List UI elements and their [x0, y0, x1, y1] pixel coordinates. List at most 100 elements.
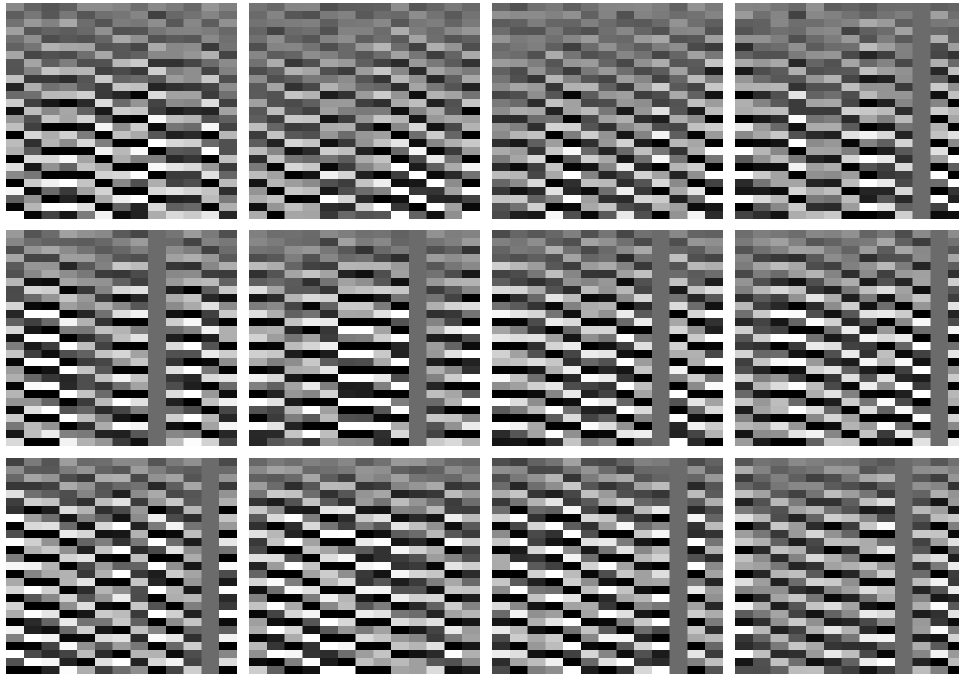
trace-cell	[931, 254, 949, 262]
trace-cell	[634, 474, 652, 482]
trace-cell	[130, 546, 148, 554]
trace-cell	[391, 3, 409, 11]
trace-cell	[705, 530, 723, 538]
trace-cell	[285, 514, 303, 522]
trace-cell	[148, 19, 166, 27]
trace-cell	[528, 11, 546, 19]
trace-cell	[249, 358, 267, 366]
trace-cell	[895, 278, 913, 286]
trace-cell	[581, 514, 599, 522]
trace-cell	[184, 155, 202, 163]
trace-cell	[705, 35, 723, 43]
trace-cell	[842, 67, 860, 75]
trace-cell	[806, 602, 824, 610]
trace-cell	[166, 262, 184, 270]
trace-cell	[113, 115, 131, 123]
trace-cell	[445, 642, 463, 650]
trace-cell	[895, 642, 913, 650]
trace-cell	[148, 230, 166, 238]
trace-cell	[462, 230, 480, 238]
trace-cell	[771, 610, 789, 618]
trace-cell	[148, 466, 166, 474]
trace-cell	[753, 115, 771, 123]
trace-cell	[581, 147, 599, 155]
trace-cell	[338, 546, 356, 554]
trace-cell	[492, 482, 510, 490]
trace-cell	[338, 482, 356, 490]
trace-cell	[806, 310, 824, 318]
trace-cell	[948, 83, 959, 91]
trace-cell	[148, 163, 166, 171]
trace-cell	[616, 171, 634, 179]
trace-cell	[753, 498, 771, 506]
patch	[492, 458, 723, 674]
trace-cell	[824, 83, 842, 91]
trace-cell	[771, 458, 789, 466]
trace-cell	[249, 246, 267, 254]
trace-cell	[931, 554, 949, 562]
trace-cell	[705, 666, 723, 674]
trace-cell	[6, 658, 24, 666]
trace-cell	[670, 626, 688, 634]
trace-cell	[913, 83, 931, 91]
trace-cell	[877, 586, 895, 594]
trace-cell	[563, 11, 581, 19]
trace-cell	[202, 366, 220, 374]
trace-cell	[285, 123, 303, 131]
trace-cell	[528, 35, 546, 43]
trace-cell	[581, 358, 599, 366]
trace-cell	[356, 610, 374, 618]
trace-cell	[913, 211, 931, 219]
trace-cell	[184, 382, 202, 390]
trace-cell	[302, 634, 320, 642]
trace-cell	[219, 294, 237, 302]
trace-cell	[771, 626, 789, 634]
trace-cell	[409, 594, 427, 602]
trace-cell	[599, 334, 617, 342]
trace-cell	[842, 310, 860, 318]
trace-cell	[599, 107, 617, 115]
trace-cell	[581, 35, 599, 43]
trace-cell	[373, 366, 391, 374]
trace-cell	[24, 310, 42, 318]
trace-cell	[895, 11, 913, 19]
trace-cell	[581, 538, 599, 546]
trace-cell	[842, 522, 860, 530]
trace-cell	[563, 634, 581, 642]
trace-cell	[931, 27, 949, 35]
trace-cell	[705, 570, 723, 578]
trace-cell	[113, 123, 131, 131]
trace-cell	[148, 326, 166, 334]
trace-cell	[77, 286, 95, 294]
trace-cell	[705, 514, 723, 522]
trace-cell	[409, 562, 427, 570]
trace-cell	[670, 390, 688, 398]
trace-cell	[320, 163, 338, 171]
trace-cell	[302, 51, 320, 59]
trace-cell	[24, 270, 42, 278]
trace-cell	[688, 11, 706, 19]
trace-cell	[320, 610, 338, 618]
trace-cell	[634, 342, 652, 350]
trace-cell	[895, 522, 913, 530]
trace-cell	[59, 522, 77, 530]
trace-cell	[42, 139, 60, 147]
trace-cell	[77, 294, 95, 302]
trace-cell	[202, 179, 220, 187]
trace-cell	[148, 530, 166, 538]
trace-cell	[59, 59, 77, 67]
trace-cell	[581, 430, 599, 438]
trace-cell	[148, 91, 166, 99]
trace-cell	[391, 474, 409, 482]
trace-cell	[634, 246, 652, 254]
trace-cell	[877, 254, 895, 262]
trace-cell	[735, 634, 753, 642]
trace-cell	[373, 310, 391, 318]
trace-cell	[166, 179, 184, 187]
trace-cell	[249, 326, 267, 334]
trace-cell	[545, 51, 563, 59]
trace-cell	[391, 326, 409, 334]
trace-cell	[895, 498, 913, 506]
trace-cell	[771, 422, 789, 430]
trace-cell	[77, 278, 95, 286]
